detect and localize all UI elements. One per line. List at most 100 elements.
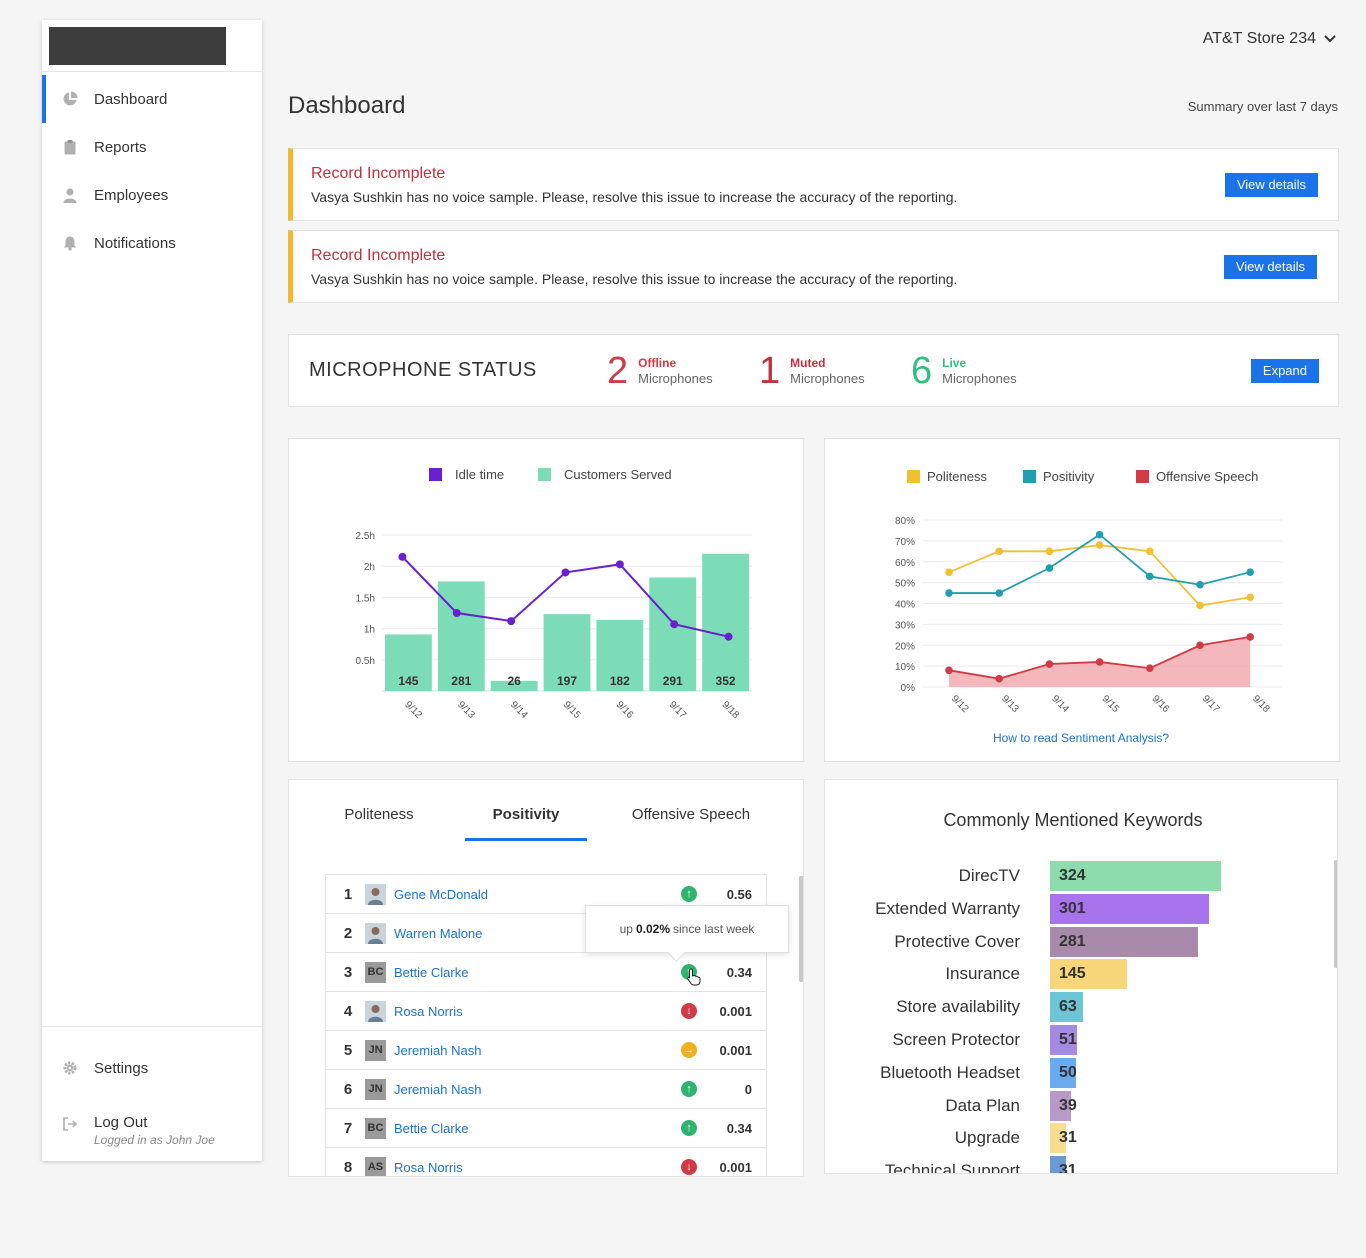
trend-up-icon[interactable]: ↑ [681, 1120, 697, 1136]
legend-swatch [1136, 470, 1149, 483]
sidebar-item-logout[interactable]: Log Out Logged in as John Joe [42, 1096, 262, 1156]
bar-value-label: 182 [610, 674, 630, 688]
employee-name-link[interactable]: Jeremiah Nash [394, 1042, 482, 1058]
x-tick-label: 9/15 [561, 699, 583, 721]
tooltip-value: 0.02% [635, 922, 670, 936]
table-row[interactable]: 8 AS Rosa Norris ↓ 0.001 [326, 1148, 766, 1176]
keyword-row: Insurance 145 [825, 959, 1325, 990]
logout-icon [62, 1116, 78, 1132]
series-point [1045, 547, 1054, 556]
keyword-count: 50 [1059, 1063, 1077, 1081]
sentiment-help-link[interactable]: How to read Sentiment Analysis? [993, 731, 1169, 745]
view-details-button[interactable]: View details [1223, 255, 1317, 279]
sidebar-item-label: Notifications [94, 234, 176, 252]
live-label: Live [942, 355, 967, 370]
employee-name-link[interactable]: Bettie Clarke [394, 1120, 469, 1136]
series-point [1246, 593, 1254, 602]
sidebar-item-settings[interactable]: Settings [42, 1044, 262, 1092]
sidebar: Dashboard Reports Employees Notification… [42, 20, 262, 1161]
avatar: BC [365, 1117, 386, 1139]
keyword-label: Screen Protector [892, 1030, 1020, 1049]
bar [702, 553, 749, 691]
idle-time-point [724, 632, 733, 641]
live-stat: 6 Live Microphones [911, 349, 1017, 393]
table-row[interactable]: 5 JN Jeremiah Nash → 0.001 [326, 1031, 766, 1070]
keyword-bar [1050, 893, 1209, 924]
alert-card: Record Incomplete Vasya Sushkin has no v… [288, 148, 1339, 221]
microphone-status-card: MICROPHONE STATUS 2 Offline Microphones 1… [288, 334, 1339, 407]
y-tick-label: 10% [895, 662, 915, 673]
employee-name-link[interactable]: Rosa Norris [394, 1003, 463, 1019]
table-row[interactable]: 7 BC Bettie Clarke ↑ 0.34 [326, 1109, 766, 1148]
x-tick-label: 9/15 [1099, 693, 1121, 715]
store-select[interactable]: AT&T Store 234 [1203, 30, 1336, 48]
table-row[interactable]: 4 Rosa Norris ↓ 0.001 [326, 992, 766, 1031]
trend-down-icon[interactable]: ↓ [681, 1003, 697, 1019]
bar-value-label: 26 [507, 674, 521, 688]
y-tick-label: 80% [895, 516, 915, 527]
bar-value-label: 291 [663, 674, 683, 688]
offline-count: 2 [607, 350, 629, 392]
employee-name-link[interactable]: Gene McDonald [394, 886, 488, 902]
legend-swatch [907, 470, 920, 483]
muted-stat: 1 Muted Microphones [759, 349, 865, 393]
keyword-count: 145 [1059, 965, 1086, 983]
idle-customers-chart: Idle time Customers Served 0.5h 1h 1.5h 2h 2.5… [356, 467, 752, 721]
avatar [365, 883, 386, 905]
scrollbar[interactable] [1334, 860, 1337, 968]
keyword-label: Upgrade [954, 1128, 1020, 1148]
series-point [945, 589, 953, 597]
alert-title: Record Incomplete [311, 247, 446, 264]
keyword-row: Store availability 63 [825, 992, 1325, 1023]
view-details-button[interactable]: View details [1224, 173, 1318, 197]
series-point [1045, 660, 1054, 668]
expand-button[interactable]: Expand [1250, 359, 1319, 383]
y-tick-label: 50% [895, 579, 915, 590]
logged-in-user: Logged in as John Joe [94, 1133, 215, 1147]
tab-offensive-speech[interactable]: Offensive Speech [631, 806, 751, 823]
employee-name-link[interactable]: Warren Malone [394, 925, 483, 941]
employee-name-link[interactable]: Jeremiah Nash [394, 1081, 482, 1097]
keyword-bar [1050, 1057, 1077, 1088]
trend-flat-icon[interactable]: → [681, 1042, 697, 1058]
tooltip: up 0.02% since last week [585, 905, 789, 953]
avatar: JN [365, 1039, 386, 1061]
employee-name-link[interactable]: Bettie Clarke [394, 964, 469, 980]
divider [42, 1026, 262, 1027]
sidebar-item-dashboard[interactable]: Dashboard [42, 75, 262, 123]
tab-positivity[interactable]: Positivity [492, 806, 560, 823]
alert-message: Vasya Sushkin has no voice sample. Pleas… [311, 189, 958, 205]
pie-chart-icon [62, 91, 78, 107]
sidebar-item-reports[interactable]: Reports [42, 123, 262, 171]
x-tick-label: 9/12 [402, 699, 424, 721]
series-point [1095, 658, 1104, 666]
series-point [1196, 641, 1204, 650]
idle-time-point [615, 560, 624, 569]
tab-politeness[interactable]: Politeness [344, 806, 414, 823]
trend-up-icon[interactable]: ↑ [681, 886, 697, 902]
table-row[interactable]: 6 JN Jeremiah Nash ↑ 0 [326, 1070, 766, 1109]
sidebar-item-notifications[interactable]: Notifications [42, 219, 262, 267]
sidebar-item-label: Settings [94, 1059, 149, 1077]
tooltip-prefix: up [619, 922, 633, 936]
series-point [1095, 530, 1104, 539]
rank-number: 4 [343, 1002, 353, 1020]
trend-up-icon[interactable]: ↑ [681, 1081, 697, 1097]
idle-time-point [670, 620, 679, 629]
bar [437, 581, 485, 691]
series-point [995, 547, 1003, 556]
employee-name-link[interactable]: Rosa Norris [394, 1159, 463, 1175]
bar-value-label: 352 [716, 674, 736, 688]
rank-number: 5 [343, 1041, 353, 1059]
y-tick-label: 20% [895, 641, 915, 652]
trend-down-icon[interactable]: ↓ [681, 1159, 697, 1175]
gear-icon [62, 1060, 78, 1076]
x-tick-label: 9/18 [719, 699, 741, 721]
table-row[interactable]: 1 Gene McDonald ↑ 0.56 [326, 875, 766, 914]
sidebar-item-employees[interactable]: Employees [42, 171, 262, 219]
keywords-panel: Commonly Mentioned Keywords DirecTV 324 Ex… [824, 779, 1338, 1174]
keyword-row: DirecTV 324 [825, 861, 1325, 891]
offline-stat: 2 Offline Microphones [607, 349, 713, 393]
scrollbar[interactable] [799, 876, 803, 982]
